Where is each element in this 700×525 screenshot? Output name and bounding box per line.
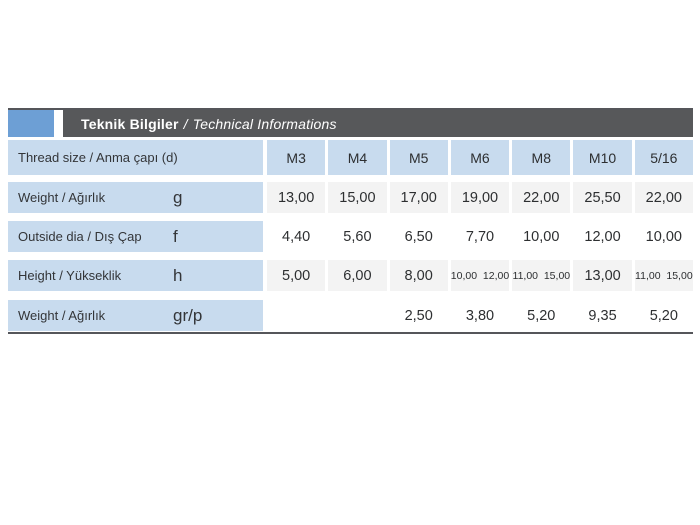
value-cell: 4,40: [282, 228, 311, 245]
accent-square: [8, 110, 54, 137]
value-cell: 3,80: [465, 307, 495, 324]
column-header-row: Thread size / Anma çapı (d) M3 M4 M5 M6 …: [8, 140, 693, 175]
value-cell-dual: 11,00 15,00: [634, 260, 693, 291]
value-cell: 17,00: [389, 182, 448, 213]
bottom-rule: [8, 332, 693, 334]
row-label-text: Height / Yükseklik: [18, 268, 122, 283]
value-cell: 10,00: [523, 228, 560, 245]
column-header-m4: M4: [328, 140, 387, 175]
row-label-text: Weight / Ağırlık: [18, 308, 106, 323]
row-unit: gr/p: [173, 305, 203, 325]
value-cell: 13,00: [573, 260, 632, 291]
row-label: Weight / Ağırlık gr/p: [8, 300, 263, 331]
value-cell-dual: 10,00 12,00: [450, 260, 510, 291]
column-header-m6: M6: [450, 140, 510, 175]
value-cell: 25,50: [573, 182, 632, 213]
value-cell: 15,00: [328, 182, 387, 213]
value-cell-empty: [267, 300, 325, 331]
row-label: Weight / Ağırlık g: [8, 182, 263, 213]
value-cell-dual: 11,00 15,00: [512, 260, 571, 291]
row-label-text: Outside dia / Dış Çap: [18, 229, 142, 244]
value-cell: 13,00: [267, 182, 326, 213]
table-row-weight-g: Weight / Ağırlık g 13,00 15,00 17,00 19,…: [8, 182, 693, 213]
row-label: Outside dia / Dış Çap f: [8, 221, 263, 252]
row-label-text: Weight / Ağırlık: [18, 190, 106, 205]
value-cell: 22,00: [512, 182, 571, 213]
value-cell: 2,50: [404, 307, 433, 324]
section-title-english: Technical Informations: [192, 115, 337, 132]
value-cell: 22,00: [634, 182, 693, 213]
value-cell: 5,20: [649, 307, 678, 324]
section-title-turkish: Teknik Bilgiler: [81, 115, 179, 132]
column-header-m8: M8: [512, 140, 571, 175]
section-title-bar: Teknik Bilgiler / Technical Informations: [63, 110, 693, 137]
table-row-height: Height / Yükseklik h 5,00 6,00 8,00 10,0…: [8, 260, 693, 291]
row-unit: g: [173, 187, 183, 207]
table-row-outside-dia: Outside dia / Dış Çap f 4,40 5,60 6,50 7…: [8, 221, 693, 252]
value-cell: 6,00: [328, 260, 387, 291]
row-label: Height / Yükseklik h: [8, 260, 263, 291]
value-cell: 5,00: [267, 260, 326, 291]
title-band: Teknik Bilgiler / Technical Informations: [8, 110, 693, 137]
column-header-m3: M3: [267, 140, 326, 175]
value-cell: 9,35: [588, 307, 617, 324]
row-unit: h: [173, 265, 183, 285]
column-header-5-16: 5/16: [634, 140, 693, 175]
value-cell: 19,00: [450, 182, 510, 213]
technical-info-sheet: Teknik Bilgiler / Technical Informations…: [8, 108, 693, 334]
row-unit: f: [173, 226, 178, 246]
value-cell: 12,00: [584, 228, 621, 245]
value-cell-empty: [328, 300, 386, 331]
value-cell: 5,60: [343, 228, 372, 245]
section-title-separator: /: [183, 115, 188, 132]
value-cell: 8,00: [389, 260, 448, 291]
value-cell: 6,50: [404, 228, 433, 245]
column-header-m5: M5: [389, 140, 448, 175]
top-rule: [8, 108, 693, 110]
value-cell: 5,20: [527, 307, 556, 324]
value-cell: 7,70: [465, 228, 495, 245]
value-cell: 10,00: [645, 228, 682, 245]
table-row-weight-grp: Weight / Ağırlık gr/p 2,50 3,80 5,20 9,3…: [8, 300, 693, 331]
column-header-m10: M10: [573, 140, 632, 175]
thread-size-label: Thread size / Anma çapı (d): [8, 140, 263, 175]
